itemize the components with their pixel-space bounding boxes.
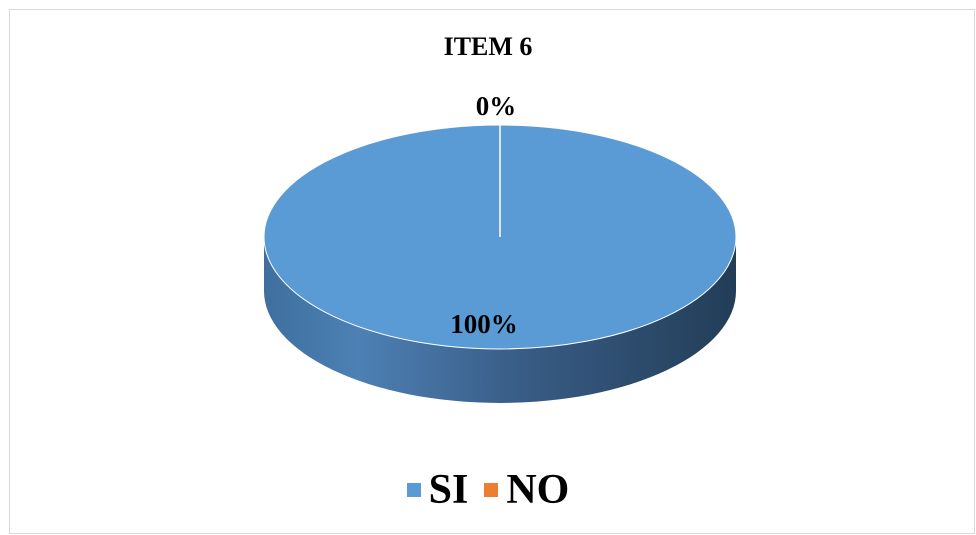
data-label-no: 0% (476, 91, 517, 121)
legend-swatch-no (484, 483, 499, 497)
legend: SI NO (0, 466, 976, 514)
legend-label-no: NO (506, 467, 570, 513)
legend-label-si: SI (428, 467, 469, 513)
legend-swatch-si (406, 483, 421, 497)
legend-item-si: SI (406, 466, 469, 514)
pie-side-si (264, 237, 736, 403)
legend-item-no: NO (484, 466, 569, 514)
data-label-si: 100% (450, 309, 518, 339)
chart-title: ITEM 6 (443, 32, 533, 61)
